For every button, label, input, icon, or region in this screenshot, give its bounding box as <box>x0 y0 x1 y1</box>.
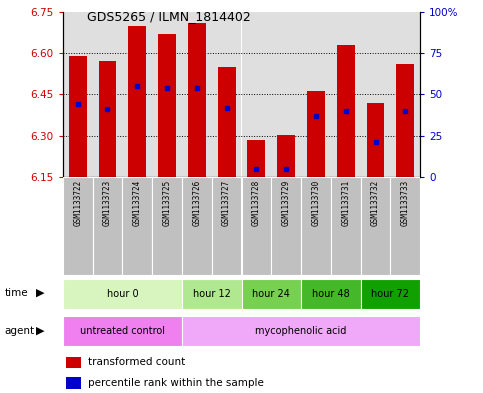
Text: GSM1133723: GSM1133723 <box>103 180 112 226</box>
Bar <box>182 12 212 177</box>
Text: GSM1133727: GSM1133727 <box>222 180 231 226</box>
Bar <box>99 61 116 177</box>
Bar <box>152 177 182 275</box>
Text: ▶: ▶ <box>36 288 45 298</box>
Text: agent: agent <box>5 326 35 336</box>
Text: transformed count: transformed count <box>88 358 185 367</box>
Bar <box>212 12 242 177</box>
Bar <box>212 177 242 275</box>
Text: GSM1133733: GSM1133733 <box>401 180 410 226</box>
Bar <box>271 177 301 275</box>
Bar <box>390 177 420 275</box>
Bar <box>397 64 414 177</box>
Bar <box>63 316 182 346</box>
Bar <box>337 45 355 177</box>
Text: hour 72: hour 72 <box>371 289 410 299</box>
Bar <box>63 12 93 177</box>
Text: ▶: ▶ <box>36 326 45 336</box>
Text: GSM1133724: GSM1133724 <box>133 180 142 226</box>
Bar <box>367 103 384 177</box>
Text: GSM1133728: GSM1133728 <box>252 180 261 226</box>
Bar <box>361 12 390 177</box>
Bar <box>188 23 206 177</box>
Bar <box>331 12 361 177</box>
Bar <box>158 34 176 177</box>
Bar <box>128 26 146 177</box>
Bar <box>122 12 152 177</box>
Text: GSM1133730: GSM1133730 <box>312 180 320 226</box>
Bar <box>63 177 93 275</box>
Bar <box>93 12 122 177</box>
Text: hour 48: hour 48 <box>312 289 350 299</box>
Bar <box>182 316 420 346</box>
Text: percentile rank within the sample: percentile rank within the sample <box>88 378 264 388</box>
Text: GSM1133731: GSM1133731 <box>341 180 350 226</box>
Bar <box>122 177 152 275</box>
Text: time: time <box>5 288 28 298</box>
Bar <box>218 67 236 177</box>
Text: GSM1133722: GSM1133722 <box>73 180 82 226</box>
Bar <box>182 177 212 275</box>
Bar <box>69 56 86 177</box>
Bar <box>301 279 361 309</box>
Bar <box>247 140 265 177</box>
Text: mycophenolic acid: mycophenolic acid <box>256 326 347 336</box>
Text: untreated control: untreated control <box>80 326 165 336</box>
Bar <box>301 12 331 177</box>
Bar <box>66 357 81 368</box>
Bar <box>271 12 301 177</box>
Bar <box>63 279 182 309</box>
Bar <box>66 377 81 389</box>
Bar <box>331 177 361 275</box>
Text: GSM1133729: GSM1133729 <box>282 180 291 226</box>
Text: GSM1133725: GSM1133725 <box>163 180 171 226</box>
Bar <box>301 177 331 275</box>
Text: hour 0: hour 0 <box>107 289 138 299</box>
Bar <box>242 279 301 309</box>
Bar <box>182 279 242 309</box>
Bar <box>242 177 271 275</box>
Bar <box>361 279 420 309</box>
Text: hour 12: hour 12 <box>193 289 231 299</box>
Text: GSM1133732: GSM1133732 <box>371 180 380 226</box>
Bar <box>277 135 295 177</box>
Bar <box>390 12 420 177</box>
Text: hour 24: hour 24 <box>252 289 290 299</box>
Text: GSM1133726: GSM1133726 <box>192 180 201 226</box>
Text: GDS5265 / ILMN_1814402: GDS5265 / ILMN_1814402 <box>87 10 251 23</box>
Bar <box>93 177 122 275</box>
Bar <box>307 91 325 177</box>
Bar <box>361 177 390 275</box>
Bar <box>152 12 182 177</box>
Bar <box>242 12 271 177</box>
